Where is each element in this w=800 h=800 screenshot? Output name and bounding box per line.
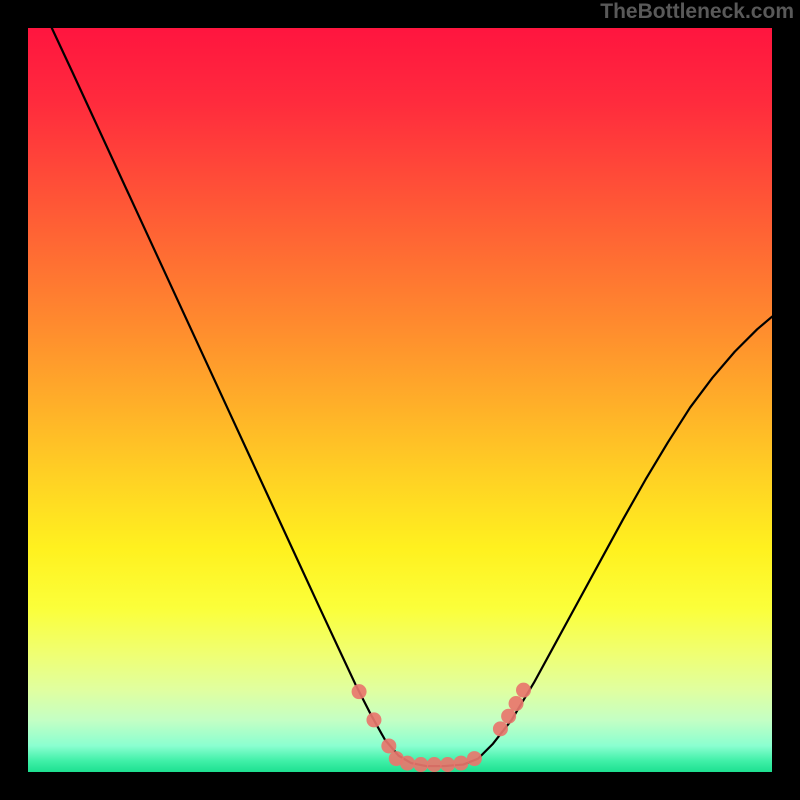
chart-svg: [28, 28, 772, 772]
watermark-text: TheBottleneck.com: [600, 0, 794, 24]
marker-point: [440, 757, 455, 772]
marker-point: [400, 756, 415, 771]
marker-point: [352, 684, 367, 699]
marker-point: [493, 721, 508, 736]
curve-left-curve: [52, 28, 426, 766]
marker-point: [516, 683, 531, 698]
marker-point: [501, 709, 516, 724]
marker-point: [467, 751, 482, 766]
marker-point: [454, 756, 469, 771]
curve-right-curve: [426, 317, 772, 766]
marker-point: [427, 757, 442, 772]
marker-point: [366, 712, 381, 727]
marker-point: [381, 738, 396, 753]
plot-frame: [0, 0, 800, 800]
marker-point: [509, 696, 524, 711]
marker-point: [413, 757, 428, 772]
